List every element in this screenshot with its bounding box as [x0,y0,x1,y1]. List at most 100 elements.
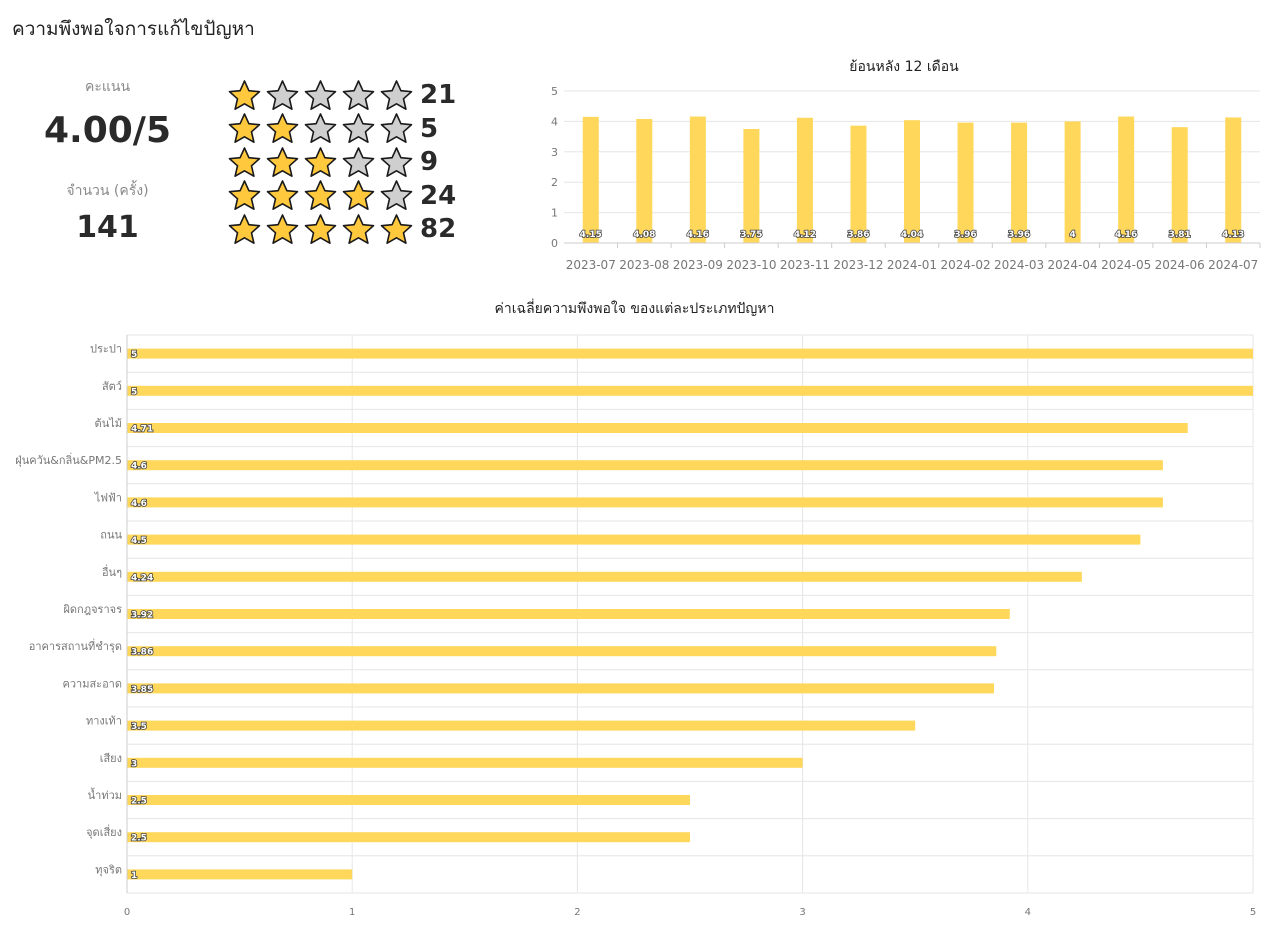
data-label: 4.71 [131,425,153,435]
star-filled-icon [266,113,299,144]
data-label: 4.04 [901,230,923,240]
y-tick-label: เสียง [100,752,122,765]
data-label: 1 [131,871,137,881]
y-tick-label: น้ำท่วม [88,787,122,802]
bar-2024-05 [1118,116,1135,243]
data-label: 4.5 [131,536,147,546]
data-label: 5 [131,350,137,360]
bar-สัตว์ [127,385,1253,396]
x-tick-label: 2024-07 [1208,258,1258,272]
bar-ความสะอาด [127,683,995,694]
y-tick-label: 0 [551,237,558,250]
data-label: 4.08 [633,230,655,240]
star-empty-icon [342,113,375,144]
star-filled-icon [228,146,261,177]
data-label: 4.12 [794,230,816,240]
x-tick-label: 2023-07 [566,258,616,272]
x-tick-label: 2024-02 [940,258,990,272]
data-label: 4.16 [687,230,709,240]
y-tick-label: ฝุ่นควัน&กลิ่น&PM2.5 [15,452,122,467]
data-label: 3.75 [740,230,762,240]
star-filled-icon [304,213,337,244]
data-label: 2.5 [131,834,147,844]
bar-2024-07 [1225,117,1242,243]
star-filled-icon [228,213,261,244]
y-tick-label: ต้นไม้ [95,417,122,430]
y-tick-label: ทางเท้า [86,715,122,728]
star-empty-icon [266,79,299,110]
bar-ทุจริต [127,869,353,880]
category-chart-title: ค่าเฉลี่ยความพึงพอใจ ของแต่ละประเภทปัญหา [494,301,775,317]
bar-2024-03 [1011,122,1028,243]
data-label: 3 [131,759,137,769]
monthly-chart-title: ย้อนหลัง 12 เดือน [849,59,959,75]
y-tick-label: 2 [551,176,558,189]
star-empty-icon [342,146,375,177]
y-tick-label: ความสะอาด [62,677,122,690]
x-tick-label: 3 [799,907,805,918]
bar-จุดเสี่ยง [127,832,690,843]
star-empty-icon [380,113,413,144]
bar-2023-12 [850,125,867,243]
star-filled-icon [228,180,261,211]
star-empty-icon [380,180,413,211]
bar-ผิดกฎจราจร [127,609,1010,619]
bar-ไฟฟ้า [127,497,1163,508]
count-label: จำนวน (ครั้ง) [66,183,149,199]
star-empty-icon [304,79,337,110]
x-tick-label: 2023-08 [619,258,669,272]
bar-อื่นๆ [127,571,1082,582]
y-tick-label: 5 [551,85,558,98]
x-tick-label: 2 [574,907,580,918]
y-tick-label: อื่นๆ [102,564,122,579]
star-empty-icon [380,146,413,177]
star-filled-icon [342,180,375,211]
rating-count: 5 [420,113,439,144]
data-label: 4.6 [131,462,147,472]
page-title: ความพึงพอใจการแก้ไขปัญหา [12,18,255,40]
rating-row-2: 5 [228,112,438,146]
rating-count: 21 [420,80,457,110]
x-tick-label: 0 [124,907,130,918]
x-tick-label: 2024-06 [1155,258,1205,272]
star-empty-icon [380,79,413,110]
x-tick-label: 2023-12 [833,258,883,272]
score-value: 4.00/5 [43,110,172,151]
star-filled-icon [342,213,375,244]
x-tick-label: 2024-04 [1048,258,1098,272]
y-tick-label: อาคารสถานที่ชำรุด [29,638,122,653]
rating-row-5: 82 [228,212,456,246]
x-tick-label: 4 [1025,907,1031,918]
y-tick-label: จุดเสี่ยง [86,824,122,839]
data-label: 4.15 [580,230,602,240]
rating-count: 24 [420,180,457,211]
star-filled-icon [380,213,413,244]
star-filled-icon [228,79,261,110]
y-tick-label: 4 [551,115,558,128]
bar-2024-02 [957,122,974,243]
rating-row-4: 24 [228,179,456,213]
y-tick-label: ทุจริต [95,863,122,876]
bar-ถนน [127,534,1141,545]
y-tick-label: ถนน [100,529,122,542]
x-tick-label: 2023-11 [780,258,830,272]
star-filled-icon [228,113,261,144]
star-filled-icon [304,180,337,211]
bar-ทางเท้า [127,720,916,731]
score-label: คะแนน [84,79,131,95]
y-tick-label: สัตว์ [102,380,122,393]
data-label: 3.86 [847,230,869,240]
rating-count: 9 [420,147,439,177]
data-label: 3.5 [131,722,147,732]
bar-2023-07 [582,116,599,243]
data-label: 3.96 [954,230,976,240]
bar-2024-04 [1064,121,1081,243]
data-label: 4.6 [131,499,147,509]
x-tick-label: 2023-10 [726,258,776,272]
monthly-satisfaction-chart: 0 1 2 3 4 5 4.15 2023-07 4.08 2023-08 4.16 2023-09 3… [551,85,1261,272]
rating-count: 82 [420,214,457,244]
data-label: 4.16 [1115,230,1137,240]
bar-เสียง [127,757,803,768]
star-filled-icon [266,146,299,177]
x-tick-label: 5 [1250,907,1256,918]
